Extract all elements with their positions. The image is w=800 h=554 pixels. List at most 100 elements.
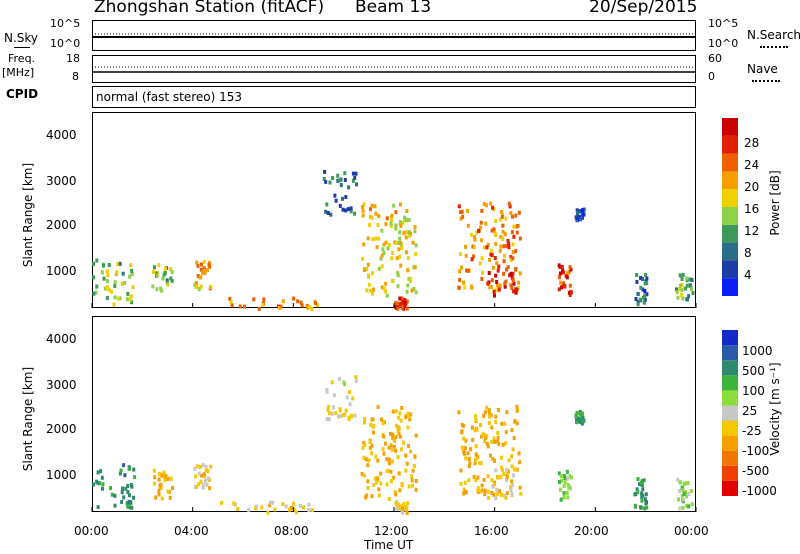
velocity-scatter-cell (379, 481, 383, 486)
power-scatter-cell (384, 222, 388, 227)
x-tick: 12:00 (374, 524, 409, 538)
velocity-scatter-cell (404, 415, 408, 420)
power-scatter-cell (389, 221, 393, 226)
velocity-scatter-cell (373, 476, 377, 481)
power-scatter-cell (404, 235, 408, 240)
power-scatter-cell (159, 286, 163, 291)
velocity-scatter-cell (342, 413, 345, 418)
power-scatter-cell (385, 293, 389, 298)
power-scatter-cell (514, 249, 518, 254)
power-scatter-cell (568, 283, 572, 288)
power-scatter-cell (567, 290, 571, 295)
power-scatter-cell (370, 215, 374, 220)
power-scatter-cell (484, 221, 488, 226)
power-scatter-cell (103, 286, 107, 291)
velocity-scatter-cell (101, 486, 104, 491)
velocity-scatter-cell (512, 473, 515, 478)
power-scatter-cell (331, 176, 335, 180)
velocity-scatter-cell (470, 425, 474, 430)
velocity-scatter-cell (201, 463, 205, 468)
power-scatter-cell (459, 210, 463, 215)
velocity-scatter-cell (338, 376, 341, 381)
power-scatter-cell (568, 293, 572, 297)
power-scatter-cell (170, 278, 174, 283)
velocity-scatter-cell (475, 456, 478, 461)
velocity-scatter-cell (368, 439, 372, 444)
cpid-text: normal (fast stereo) 153 (96, 90, 243, 104)
velocity-scatter-cell (467, 456, 471, 461)
power-scatter-cell (353, 175, 357, 180)
velocity-scatter-cell (331, 405, 335, 410)
velocity-scatter-cell (414, 487, 418, 492)
velocity-scatter-cell (394, 423, 398, 428)
power-cbar-tick: 12 (744, 224, 760, 238)
power-scatter-cell (413, 265, 417, 270)
power-scatter-cell (130, 272, 134, 277)
velocity-scatter-cell (132, 495, 136, 500)
freq-strip (92, 55, 696, 83)
velocity-scatter-cell (490, 425, 494, 430)
cpid-strip (92, 86, 696, 108)
velocity-scatter-cell (292, 507, 296, 512)
velocity-scatter-cell (496, 435, 500, 440)
velocity-scatter-cell (494, 468, 498, 473)
power-scatter-cell (113, 295, 117, 300)
power-scatter-cell (568, 265, 572, 270)
velocity-scatter-cell (375, 480, 379, 485)
power-scatter-cell (409, 231, 412, 236)
velocity-scatter-cell (495, 492, 499, 497)
velocity-scatter-cell (467, 478, 471, 483)
power-colorbar-segment (722, 171, 738, 190)
velocity-scatter-cell (502, 472, 506, 476)
velocity-scatter-cell (399, 418, 403, 423)
velocity-scatter-cell (281, 502, 285, 507)
power-scatter-cell (377, 236, 381, 241)
power-scatter-cell (371, 291, 375, 296)
velocity-scatter-cell (406, 411, 410, 416)
velocity-scatter-cell (464, 438, 468, 443)
nsearch-tick-low: 10^0 (708, 37, 739, 50)
power-scatter-cell (374, 211, 378, 216)
power-scatter-cell (107, 287, 111, 292)
power-scatter-cell (459, 216, 463, 221)
power-scatter-cell (410, 288, 414, 293)
power-scatter-cell (466, 268, 470, 273)
station-title: Zhongshan Station (fitACF) (94, 0, 325, 17)
velocity-scatter-cell (381, 447, 385, 452)
velocity-cbar-tick: 1000 (742, 344, 773, 358)
power-scatter-cell (384, 281, 388, 286)
velocity-scatter-cell (681, 497, 685, 502)
velocity-scatter-cell (500, 493, 504, 497)
power-scatter-cell (120, 281, 124, 286)
x-tick: 00:00 (74, 524, 109, 538)
velocity-scatter-cell (578, 410, 582, 414)
velocity-scatter-cell (195, 484, 199, 489)
velocity-scatter-cell (562, 484, 566, 488)
velocity-scatter-cell (687, 492, 691, 496)
velocity-scatter-cell (636, 490, 640, 495)
power-cbar-tick: 4 (744, 268, 752, 282)
velocity-scatter-cell (366, 479, 370, 484)
velocity-scatter-cell (405, 511, 409, 516)
velocity-scatter-cell (481, 432, 485, 437)
velocity-cbar-tick: 500 (742, 364, 765, 378)
velocity-scatter-cell (492, 436, 496, 441)
velocity-scatter-cell (680, 493, 684, 498)
velocity-scatter-cell (385, 482, 389, 487)
power-scatter-cell (333, 193, 337, 198)
velocity-scatter-cell (396, 502, 400, 507)
power-scatter-cell (398, 296, 402, 301)
velocity-scatter-cell (565, 490, 569, 495)
velocity-scatter-cell (232, 501, 236, 506)
velocity-scatter-cell (476, 486, 480, 491)
velocity-scatter-cell (96, 470, 100, 475)
power-scatter-cell (501, 223, 505, 228)
velocity-scatter-cell (640, 494, 644, 499)
velocity-scatter-cell (204, 468, 208, 473)
velocity-scatter-cell (126, 504, 130, 509)
power-scatter-cell (457, 285, 461, 290)
power-scatter-cell (116, 296, 120, 301)
velocity-scatter-cell (510, 428, 514, 433)
velocity-scatter-cell (193, 466, 197, 471)
